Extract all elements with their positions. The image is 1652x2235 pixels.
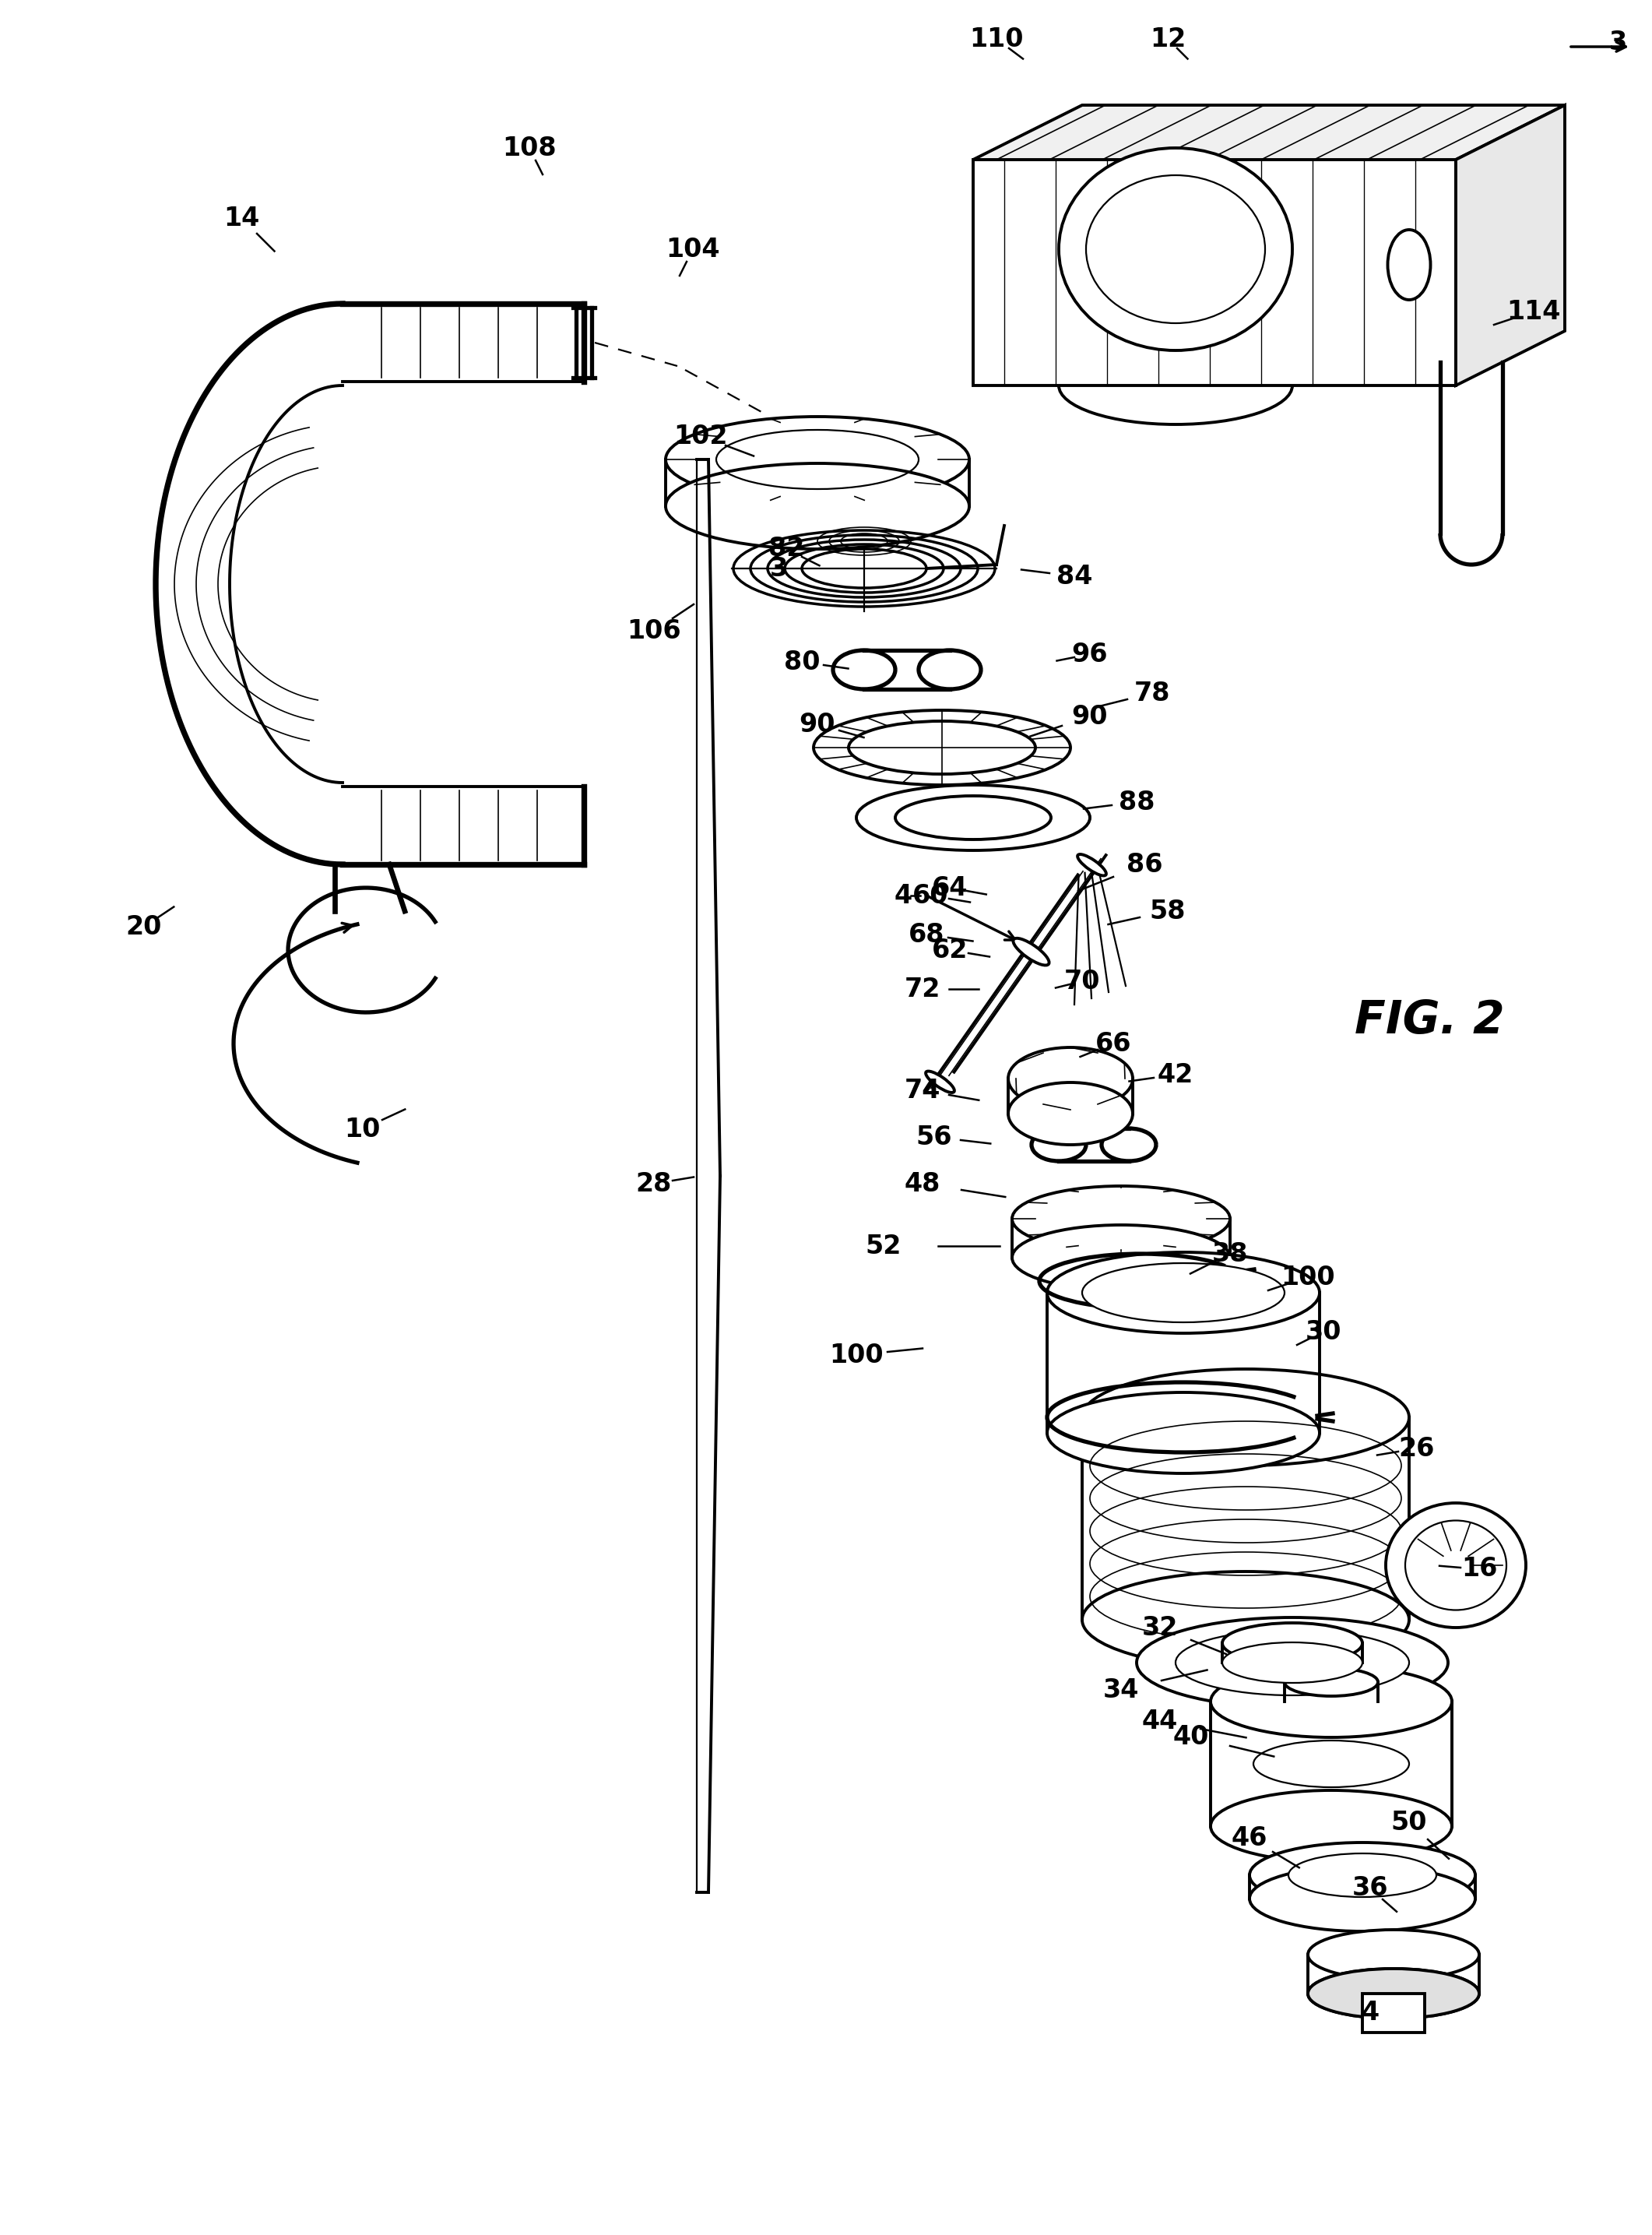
- Text: 42: 42: [1158, 1062, 1193, 1088]
- Text: 20: 20: [126, 914, 162, 939]
- Text: 60: 60: [912, 883, 948, 907]
- Text: 28: 28: [636, 1171, 672, 1196]
- Text: 108: 108: [502, 134, 557, 161]
- Ellipse shape: [1082, 1370, 1409, 1466]
- Ellipse shape: [1386, 1502, 1526, 1627]
- Ellipse shape: [1211, 1790, 1452, 1862]
- Ellipse shape: [1013, 1225, 1231, 1290]
- Text: 110: 110: [970, 27, 1024, 51]
- Text: 44: 44: [1142, 1708, 1178, 1734]
- Ellipse shape: [1249, 1842, 1475, 1909]
- Text: 90: 90: [800, 711, 836, 738]
- Text: 12: 12: [1150, 27, 1186, 51]
- Ellipse shape: [856, 784, 1090, 849]
- Polygon shape: [1455, 105, 1564, 384]
- Text: 4: 4: [894, 883, 912, 907]
- Text: 50: 50: [1391, 1810, 1427, 1835]
- Text: 96: 96: [1072, 641, 1108, 666]
- Text: 62: 62: [932, 936, 968, 963]
- Text: 100: 100: [1280, 1265, 1335, 1290]
- Polygon shape: [973, 105, 1564, 159]
- Text: 74: 74: [905, 1077, 940, 1104]
- Ellipse shape: [1137, 1618, 1449, 1708]
- Text: 104: 104: [666, 237, 720, 261]
- Ellipse shape: [813, 711, 1070, 784]
- Text: 3: 3: [770, 557, 788, 581]
- Ellipse shape: [1308, 1969, 1479, 2018]
- Polygon shape: [1363, 1994, 1424, 2032]
- Ellipse shape: [1013, 1187, 1231, 1252]
- Text: 82: 82: [768, 536, 805, 561]
- Text: 40: 40: [1173, 1723, 1209, 1750]
- Text: 14: 14: [223, 206, 259, 230]
- Text: 102: 102: [674, 422, 729, 449]
- Text: 78: 78: [1133, 679, 1170, 706]
- Ellipse shape: [666, 463, 970, 550]
- Text: 26: 26: [1399, 1435, 1436, 1462]
- Ellipse shape: [1308, 1929, 1479, 1980]
- Ellipse shape: [1047, 1392, 1320, 1473]
- Text: 56: 56: [917, 1124, 952, 1149]
- Ellipse shape: [1289, 1853, 1436, 1898]
- Text: 106: 106: [626, 617, 681, 644]
- Text: FIG. 2: FIG. 2: [1355, 999, 1505, 1042]
- Ellipse shape: [1085, 174, 1265, 324]
- Ellipse shape: [1059, 148, 1292, 351]
- Text: 3: 3: [1609, 29, 1627, 56]
- Ellipse shape: [1082, 1263, 1285, 1323]
- Ellipse shape: [1047, 1252, 1320, 1334]
- Text: 36: 36: [1351, 1875, 1388, 1902]
- Text: 16: 16: [1460, 1556, 1497, 1582]
- Ellipse shape: [1176, 1629, 1409, 1696]
- Ellipse shape: [925, 1071, 955, 1093]
- Text: 80: 80: [783, 648, 819, 675]
- Ellipse shape: [1254, 1741, 1409, 1788]
- Ellipse shape: [1211, 1665, 1452, 1737]
- Text: 46: 46: [1231, 1826, 1267, 1851]
- Text: 38: 38: [1213, 1240, 1249, 1267]
- Text: 4: 4: [1361, 2000, 1379, 2025]
- Ellipse shape: [849, 722, 1036, 773]
- Ellipse shape: [1008, 1048, 1133, 1111]
- Text: 84: 84: [1056, 563, 1092, 590]
- Ellipse shape: [1406, 1520, 1507, 1609]
- Text: 34: 34: [1104, 1676, 1140, 1703]
- Text: 48: 48: [905, 1171, 940, 1196]
- Text: 52: 52: [866, 1234, 902, 1258]
- Ellipse shape: [1222, 1643, 1363, 1683]
- Ellipse shape: [1388, 230, 1431, 299]
- Text: 72: 72: [905, 977, 940, 1001]
- Ellipse shape: [1249, 1866, 1475, 1931]
- Text: 10: 10: [344, 1115, 380, 1142]
- Text: 88: 88: [1118, 789, 1155, 816]
- Text: 90: 90: [1072, 704, 1108, 729]
- Text: 66: 66: [1095, 1030, 1132, 1057]
- Polygon shape: [973, 159, 1455, 384]
- Ellipse shape: [1008, 1082, 1133, 1144]
- Ellipse shape: [1222, 1623, 1363, 1663]
- Ellipse shape: [1082, 1571, 1409, 1667]
- Ellipse shape: [666, 416, 970, 503]
- Ellipse shape: [1285, 1667, 1378, 1696]
- Text: 30: 30: [1305, 1319, 1341, 1345]
- Text: 86: 86: [1127, 852, 1163, 878]
- Ellipse shape: [1077, 854, 1107, 876]
- Text: 58: 58: [1150, 898, 1186, 923]
- Text: 68: 68: [909, 921, 945, 948]
- Text: 100: 100: [829, 1343, 884, 1368]
- Text: 70: 70: [1064, 968, 1100, 995]
- Ellipse shape: [895, 796, 1051, 840]
- Text: 32: 32: [1142, 1614, 1178, 1640]
- Text: 64: 64: [932, 874, 968, 901]
- Ellipse shape: [1013, 939, 1049, 966]
- Ellipse shape: [1308, 1969, 1479, 2018]
- Text: 114: 114: [1507, 299, 1561, 324]
